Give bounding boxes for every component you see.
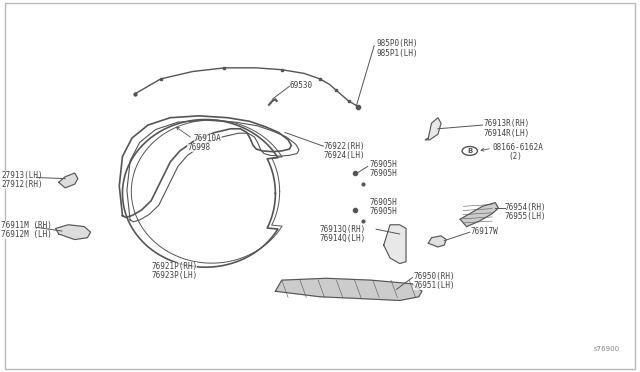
Text: 76910A: 76910A	[194, 134, 221, 143]
Text: 76921P(RH): 76921P(RH)	[151, 262, 197, 271]
Text: 76923P(LH): 76923P(LH)	[151, 271, 197, 280]
Text: 76998: 76998	[188, 144, 211, 153]
Text: 76911M (RH): 76911M (RH)	[1, 221, 52, 230]
Text: 76914R(LH): 76914R(LH)	[484, 129, 530, 138]
Text: 69530: 69530	[289, 81, 312, 90]
Text: 76905H: 76905H	[370, 169, 397, 178]
Text: 76912M (LH): 76912M (LH)	[1, 230, 52, 239]
Text: (2): (2)	[508, 152, 522, 161]
Text: 76917W: 76917W	[470, 227, 498, 236]
Text: 27913(LH): 27913(LH)	[1, 171, 43, 180]
Text: 76914Q(LH): 76914Q(LH)	[320, 234, 366, 243]
Text: 76954(RH): 76954(RH)	[505, 202, 547, 212]
Text: 985P1(LH): 985P1(LH)	[376, 49, 418, 58]
Text: 76955(LH): 76955(LH)	[505, 212, 547, 221]
Text: 76950(RH): 76950(RH)	[413, 272, 454, 281]
Text: 76924(LH): 76924(LH)	[323, 151, 365, 160]
Text: s76900: s76900	[593, 346, 620, 352]
Text: 76913R(RH): 76913R(RH)	[484, 119, 530, 128]
Text: 76913Q(RH): 76913Q(RH)	[320, 225, 366, 234]
Polygon shape	[384, 225, 406, 263]
Polygon shape	[56, 225, 91, 240]
Polygon shape	[275, 278, 422, 301]
Polygon shape	[425, 118, 441, 140]
Polygon shape	[59, 173, 78, 188]
Text: 76905H: 76905H	[370, 207, 397, 217]
Text: 76922(RH): 76922(RH)	[323, 142, 365, 151]
Text: 08166-6162A: 08166-6162A	[493, 143, 543, 152]
Text: B: B	[467, 148, 472, 154]
Text: 76951(LH): 76951(LH)	[413, 281, 454, 290]
Polygon shape	[460, 203, 499, 227]
Text: 76905H: 76905H	[370, 198, 397, 207]
Polygon shape	[428, 236, 446, 247]
Text: 985P0(RH): 985P0(RH)	[376, 39, 418, 48]
Text: 27912(RH): 27912(RH)	[1, 180, 43, 189]
Text: 76905H: 76905H	[370, 160, 397, 169]
